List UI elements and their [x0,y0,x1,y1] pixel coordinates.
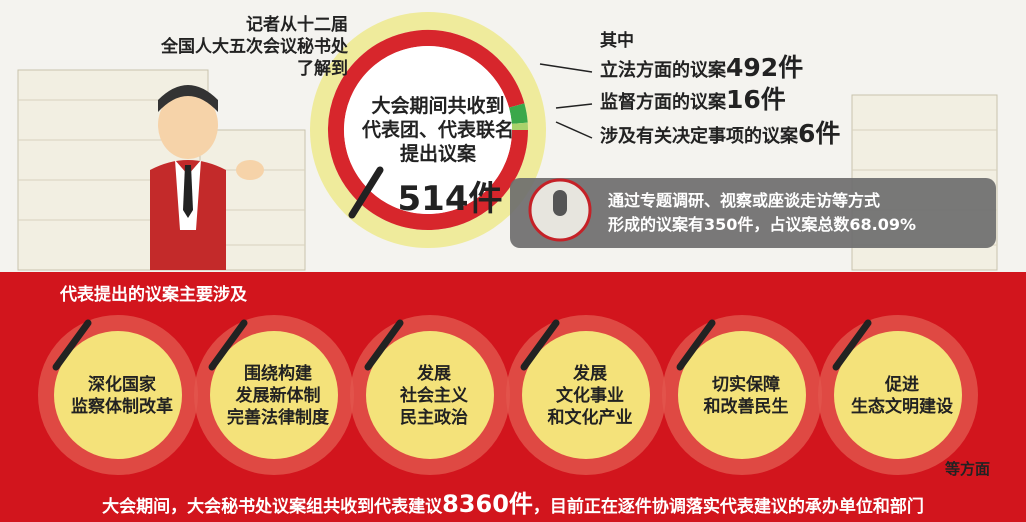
topic-circle [54,331,182,459]
footer-suffix: ，目前正在逐件协调落实代表建议的承办单位和部门 [533,496,924,517]
topic-line: 监察体制改革 [71,396,173,417]
note-line: 形成的议案有350件，占议案总数68.09% [608,215,916,234]
breakdown-label: 监督方面的议案 [600,91,727,113]
ring-segment [517,106,520,124]
breakdown-heading: 其中 [600,30,634,51]
topic-line: 社会主义 [399,385,468,406]
breakdown-unit: 件 [778,53,803,82]
total-line: 提出议案 [400,142,477,165]
topic-line: 发展 [572,363,607,384]
topic-circle [678,331,806,459]
topic-line: 民主政治 [400,407,468,428]
topic-line: 发展新体制 [235,385,321,406]
topic-line: 生态文明建设 [851,396,953,417]
total-count: 514件 [398,179,503,219]
topic-line: 和改善民生 [704,396,789,417]
topic-line: 文化事业 [556,385,624,406]
breakdown-label: 涉及有关决定事项的议案 [600,125,799,147]
intro-line: 了解到 [297,58,348,79]
topic-line: 深化国家 [88,374,156,395]
topic-line: 围绕构建 [244,363,312,384]
note-line: 通过专题调研、视察或座谈走访等方式 [608,191,880,210]
total-line: 代表团、代表联名 [361,118,514,141]
topics-tail: 等方面 [945,460,990,478]
breakdown-value: 492 [726,53,778,82]
breakdown-value: 6 [798,119,815,148]
topic-circle [834,331,962,459]
footer-prefix: 大会期间，大会秘书处议案组共收到代表建议 [102,496,443,517]
breakdown-label: 立法方面的议案 [600,59,727,81]
topic-line: 发展 [416,363,451,384]
infographic: 记者从十二届 全国人大五次会议秘书处 了解到 大会期间共收到 代表团、代表联名 … [0,0,1026,522]
topic-line: 和文化产业 [548,407,633,428]
intro-line: 全国人大五次会议秘书处 [160,36,349,57]
breakdown-value: 16 [726,85,761,114]
total-line: 大会期间共收到 [371,94,504,117]
total-value: 514 [398,179,469,219]
intro-line: 记者从十二届 [246,14,348,35]
topic-line: 促进 [884,374,919,395]
breakdown-unit: 件 [761,85,786,114]
mic-icon-body [553,190,567,216]
footer-unit: 件 [509,490,533,518]
topic-line: 切实保障 [712,374,780,395]
footer-value: 8360 [442,490,509,518]
topic-line: 完善法律制度 [227,407,330,428]
breakdown-unit: 件 [815,119,840,148]
total-unit: 件 [468,179,502,219]
topics-heading: 代表提出的议案主要涉及 [59,284,248,305]
